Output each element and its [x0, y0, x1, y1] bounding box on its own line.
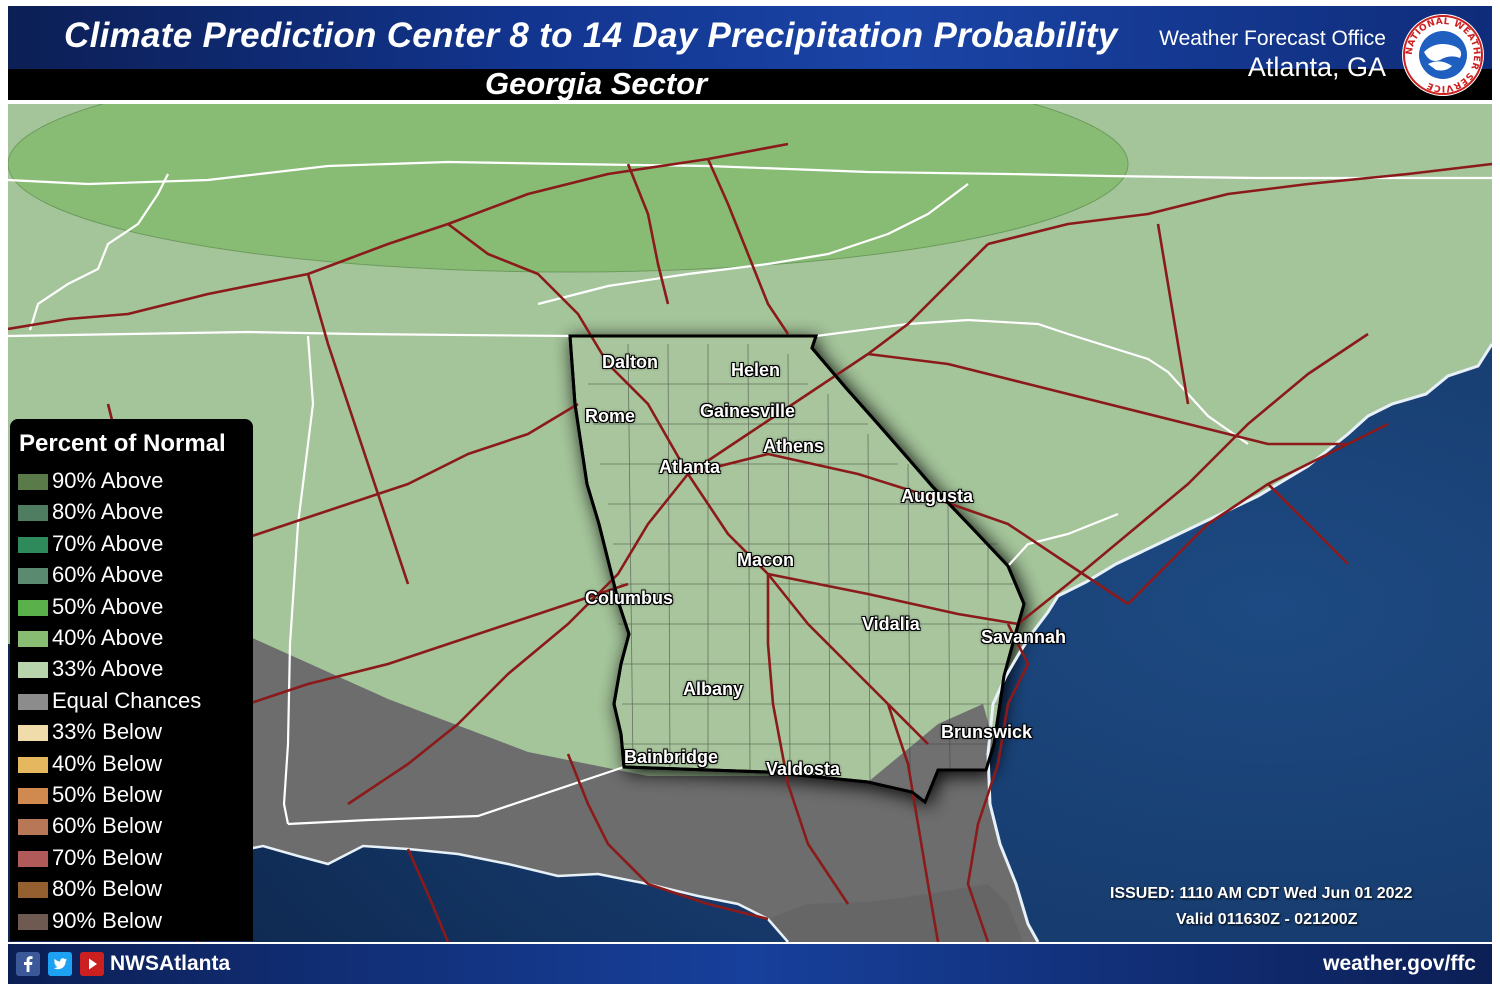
city-label-valdosta: Valdosta [766, 759, 841, 779]
legend: Percent of Normal 90% Above 80% Above 70% … [10, 419, 253, 941]
legend-label: 40% Above [52, 625, 164, 650]
city-label-athens: Athens [763, 436, 825, 456]
legend-swatch [18, 505, 48, 522]
atlantic-coastline [986, 343, 1492, 942]
issued-timestamp: ISSUED: 1110 AM CDT Wed Jun 01 2022 [1110, 885, 1413, 902]
youtube-icon[interactable] [80, 952, 104, 976]
valid-period: Valid 011630Z - 021200Z [1176, 911, 1358, 928]
legend-swatch [18, 913, 48, 930]
city-label-savannah: Savannah [981, 627, 1067, 647]
legend-label: 80% Below [52, 876, 163, 902]
city-label-augusta: Augusta [901, 486, 973, 506]
city-label-helen: Helen [731, 360, 781, 380]
twitter-icon[interactable] [48, 952, 72, 976]
legend-swatch [18, 850, 48, 867]
legend-swatch [18, 725, 48, 742]
office-city: Atlanta, GA [1247, 52, 1386, 82]
city-label-bainbridge: Bainbridge [624, 747, 719, 767]
header-subtitle-strip [8, 69, 1492, 100]
legend-label: 60% Above [52, 562, 164, 588]
city-label-atlanta: Atlanta [659, 457, 721, 477]
city-label-macon: Macon [737, 550, 795, 570]
city-label-brunswick: Brunswick [941, 722, 1033, 742]
office-label: Weather Forecast Office [1159, 27, 1386, 50]
legend-label: 33% Below [52, 719, 163, 745]
zone-40-above [8, 104, 1129, 273]
state-boundaries [8, 160, 1492, 826]
legend-swatch [18, 693, 48, 710]
zone-equal-chances [248, 636, 1038, 942]
highways [8, 142, 1492, 942]
website-link[interactable]: weather.gov/ffc [1323, 952, 1476, 975]
legend-swatch [18, 662, 48, 679]
legend-label: 40% Below [52, 750, 163, 776]
gulf-coastline [247, 844, 789, 942]
legend-label: Equal Chances [52, 687, 202, 713]
city-label-vidalia: Vidalia [862, 614, 920, 634]
florida-land [768, 884, 1023, 942]
legend-title: Percent of Normal [19, 430, 226, 457]
nws-logo-icon: NATIONAL WEATHER SERVICE [1402, 14, 1484, 96]
legend-swatch [18, 568, 48, 585]
georgia-equal-chances [868, 704, 994, 802]
legend-label: 33% Above [52, 656, 164, 682]
city-label-columbus: Columbus [585, 588, 673, 608]
legend-label: 50% Above [52, 593, 164, 619]
footer-bar: NWSAtlanta weather.gov/ffc [8, 944, 1492, 984]
page-subtitle: Georgia Sector [485, 66, 708, 101]
legend-swatch [18, 631, 48, 647]
legend-swatch [18, 756, 48, 773]
georgia-outline [568, 334, 1026, 805]
city-label-gainesville: Gainesville [700, 401, 796, 421]
city-label-dalton: Dalton [602, 352, 658, 372]
legend-label: 90% Below [52, 907, 163, 933]
legend-swatch [18, 536, 48, 553]
legend-label: 70% Above [52, 530, 164, 556]
legend-swatch [18, 474, 48, 490]
legend-label: 80% Above [52, 499, 164, 525]
legend-swatch [18, 599, 48, 616]
city-label-albany: Albany [683, 679, 744, 699]
social-handle[interactable]: NWSAtlanta [110, 952, 231, 975]
facebook-icon[interactable] [16, 952, 40, 976]
legend-label: 70% Below [52, 844, 163, 870]
city-label-rome: Rome [585, 406, 636, 426]
legend-swatch [18, 819, 48, 836]
legend-swatch [18, 882, 48, 899]
forecast-map[interactable]: Dalton Helen Rome Gainesville Athens Atl… [8, 104, 1492, 942]
legend-label: 90% Above [52, 468, 164, 493]
legend-label: 60% Below [52, 813, 163, 839]
legend-swatch [18, 788, 48, 804]
legend-label: 50% Below [52, 782, 163, 807]
page-title: Climate Prediction Center 8 to 14 Day Pr… [64, 16, 1118, 55]
